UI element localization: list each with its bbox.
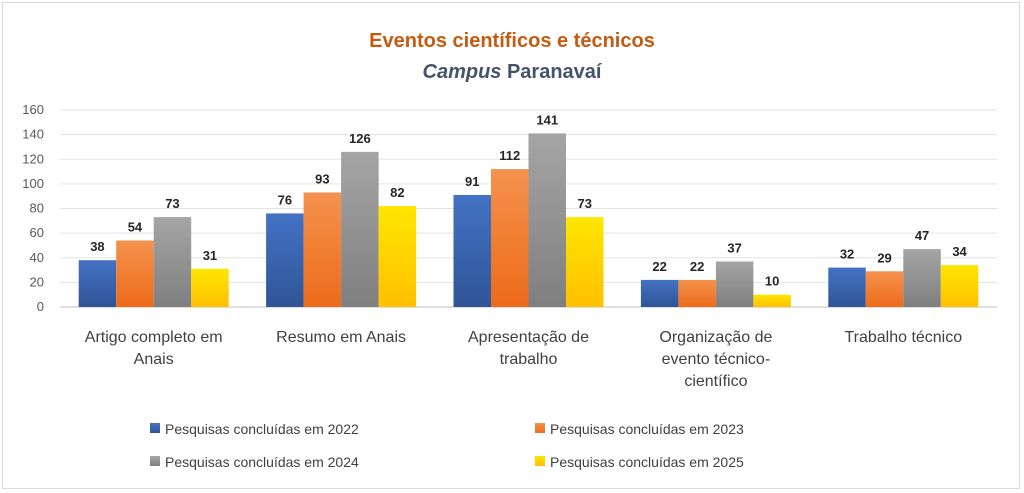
bar xyxy=(153,217,192,307)
legend-swatch xyxy=(150,423,160,433)
data-label: 91 xyxy=(465,174,479,189)
data-label: 73 xyxy=(165,196,179,211)
data-label: 141 xyxy=(536,112,558,127)
data-label: 32 xyxy=(840,247,854,262)
bar xyxy=(903,249,941,307)
category-label: Artigo completo em xyxy=(85,329,223,346)
category-label: Resumo em Anais xyxy=(276,329,406,346)
data-label: 34 xyxy=(952,244,967,259)
bar xyxy=(715,261,754,307)
bar xyxy=(940,265,979,307)
data-label: 112 xyxy=(499,148,520,163)
data-label: 37 xyxy=(727,240,741,255)
y-tick-label: 0 xyxy=(37,299,44,314)
legend-label: Pesquisas concluídas em 2024 xyxy=(165,454,359,470)
data-label: 22 xyxy=(652,259,666,274)
bar xyxy=(491,169,529,307)
y-tick-label: 20 xyxy=(30,274,44,289)
category-label: trabalho xyxy=(500,351,558,368)
legend-label: Pesquisas concluídas em 2025 xyxy=(550,454,744,470)
bar xyxy=(865,271,904,307)
bar xyxy=(341,151,379,307)
bar xyxy=(528,133,566,307)
y-tick-label: 120 xyxy=(22,151,44,166)
bar xyxy=(266,213,304,307)
category-label: Organização de xyxy=(659,329,772,346)
legend-label: Pesquisas concluídas em 2023 xyxy=(550,421,744,437)
chart-subtitle: Campus Paranavaí xyxy=(423,61,603,83)
data-labels: 38 54 73 31 76 93 126 82 91 112 141 73 22 22 37 10 32 29 4… xyxy=(90,112,967,288)
category-label: científico xyxy=(684,373,747,390)
data-label: 54 xyxy=(128,220,143,235)
y-axis-ticks: 0 20 40 60 80 100 120 140 160 xyxy=(22,102,44,314)
legend-swatch xyxy=(150,456,160,466)
y-tick-label: 160 xyxy=(22,102,44,117)
category-label: Anais xyxy=(134,351,174,368)
bar xyxy=(566,217,604,307)
legend: Pesquisas concluídas em 2022 Pesquisas co… xyxy=(150,421,744,470)
bar xyxy=(191,268,229,307)
y-tick-label: 40 xyxy=(30,250,44,265)
data-label: 73 xyxy=(578,196,592,211)
bar xyxy=(116,240,154,307)
data-label: 10 xyxy=(765,274,779,289)
bar xyxy=(78,260,117,307)
data-label: 76 xyxy=(278,192,292,207)
data-label: 29 xyxy=(877,250,891,265)
category-labels: Artigo completo em Anais Resumo em Anais Ap… xyxy=(85,329,962,390)
legend-swatch xyxy=(535,423,545,433)
category-label: Trabalho técnico xyxy=(844,329,962,346)
bars xyxy=(78,133,979,307)
data-label: 31 xyxy=(203,248,217,263)
bar xyxy=(640,279,679,307)
bar xyxy=(378,206,417,307)
bar xyxy=(678,279,716,307)
data-label: 38 xyxy=(90,239,104,254)
y-tick-label: 60 xyxy=(30,225,44,240)
data-label: 93 xyxy=(315,171,329,186)
bar xyxy=(828,267,866,307)
y-tick-label: 140 xyxy=(22,127,44,142)
y-tick-label: 100 xyxy=(22,176,44,191)
category-label: Apresentação de xyxy=(468,329,589,346)
legend-swatch xyxy=(535,456,545,466)
data-label: 82 xyxy=(390,185,404,200)
chart-subtitle-italic: Campus xyxy=(423,61,502,83)
data-label: 126 xyxy=(349,131,371,146)
data-label: 22 xyxy=(690,259,704,274)
bar xyxy=(753,294,791,307)
category-label: evento técnico- xyxy=(662,351,771,368)
chart-title: Eventos científicos e técnicos xyxy=(369,30,655,52)
bar xyxy=(453,194,491,307)
legend-label: Pesquisas concluídas em 2022 xyxy=(165,421,359,437)
data-label: 47 xyxy=(915,228,929,243)
y-tick-label: 80 xyxy=(30,201,44,216)
chart-subtitle-rest: Paranavaí xyxy=(501,61,603,83)
bar xyxy=(303,192,342,307)
